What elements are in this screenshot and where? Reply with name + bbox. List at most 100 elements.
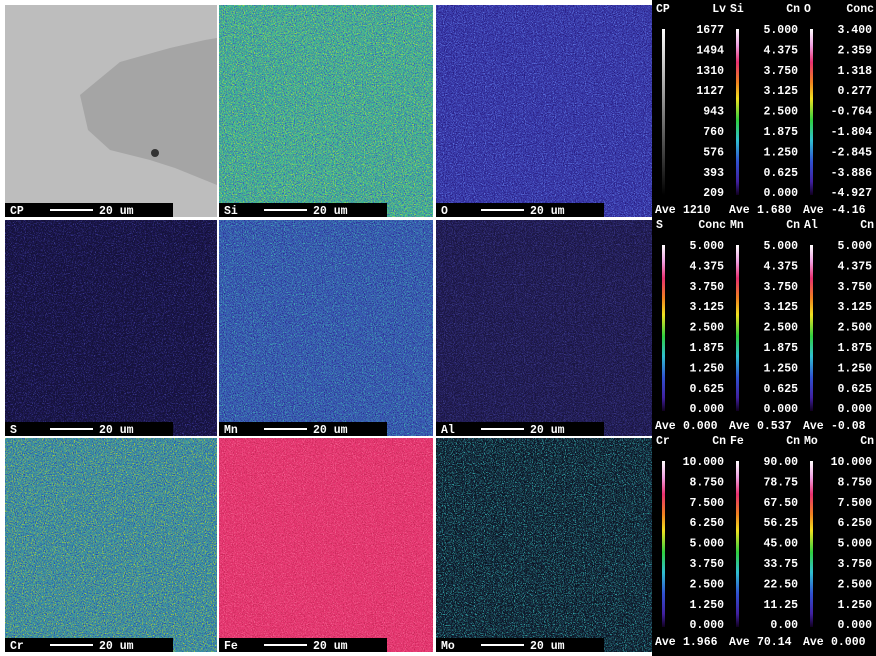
ave-value: -4.16 — [831, 204, 866, 217]
ave-label: Ave — [655, 204, 676, 217]
scale-tick: 6.250 — [689, 517, 724, 530]
scale-tick: 3.750 — [763, 65, 798, 78]
scale-tick: 3.125 — [837, 301, 872, 314]
scale-tick: 0.000 — [689, 403, 724, 416]
scale-tick: 1310 — [696, 65, 724, 78]
scale-element: Cr — [656, 435, 670, 448]
map-speckle — [219, 438, 433, 652]
element-map-screen: CP20 umSi20 umO20 umS20 umMn20 umAl20 um… — [0, 0, 876, 656]
scale-element: Mn — [730, 219, 744, 232]
scale-tick: 0.00 — [770, 619, 798, 632]
scale-bar-label: 20 um — [99, 640, 134, 653]
scale-bar-label: 20 um — [99, 205, 134, 218]
scale-tick: 5.000 — [837, 240, 872, 253]
scale-tick: 2.500 — [837, 578, 872, 591]
scale-tick: 3.750 — [837, 558, 872, 571]
scale-tick: 1494 — [696, 44, 724, 57]
scale-tick: 1677 — [696, 24, 724, 37]
map-speckle — [219, 5, 433, 217]
scale-tick: 0.000 — [689, 619, 724, 632]
map-label: O — [441, 205, 448, 218]
map-speckle — [5, 438, 217, 652]
scale-tick: 3.750 — [837, 281, 872, 294]
scale-tick: 5.000 — [763, 240, 798, 253]
scale-bar-label: 20 um — [530, 424, 565, 437]
scale-tick: 576 — [703, 146, 724, 159]
scale-tick: 0.000 — [763, 187, 798, 200]
scale-tick: 11.25 — [763, 599, 798, 612]
scale-tick: 2.500 — [837, 322, 872, 335]
scale-tick: 2.500 — [689, 322, 724, 335]
ave-label: Ave — [729, 420, 750, 433]
scale-tick: -4.927 — [831, 187, 873, 200]
scale-tick: 0.625 — [763, 383, 798, 396]
scale-tick: 7.500 — [837, 497, 872, 510]
scale-tick: 0.625 — [763, 167, 798, 180]
map-speckle — [436, 438, 652, 652]
scale-tick: 0.625 — [837, 383, 872, 396]
scale-tick: 2.500 — [763, 106, 798, 119]
scale-tick: 5.000 — [689, 538, 724, 551]
scale-tick: 943 — [703, 106, 724, 119]
scale-tick: 2.359 — [837, 44, 872, 57]
scale-tick: 1.875 — [837, 342, 872, 355]
scale-tick: 4.375 — [763, 44, 798, 57]
scale-unit: Lv — [712, 3, 726, 16]
scale-tick: 3.125 — [689, 301, 724, 314]
scale-tick: -0.764 — [831, 106, 873, 119]
scale-bar-label: 20 um — [530, 640, 565, 653]
scale-tick: 22.50 — [763, 578, 798, 591]
scale-tick: 1.250 — [763, 146, 798, 159]
scale-tick: 0.000 — [763, 403, 798, 416]
ave-value: 0.000 — [683, 420, 718, 433]
ave-value: 0.000 — [831, 636, 866, 649]
scale-unit: Cn — [860, 435, 874, 448]
scale-tick: 3.750 — [763, 281, 798, 294]
scale-element: CP — [656, 3, 670, 16]
ave-label: Ave — [803, 204, 824, 217]
scale-tick: 4.375 — [837, 260, 872, 273]
scale-tick: 209 — [703, 187, 724, 200]
scale-tick: 10.000 — [831, 456, 873, 469]
scale-tick: -1.804 — [831, 126, 873, 139]
map-speckle — [436, 220, 652, 436]
scale-tick: 0.277 — [837, 85, 872, 98]
ave-value: 1.966 — [683, 636, 718, 649]
scale-unit: Cn — [860, 219, 874, 232]
scale-tick: 1.875 — [763, 126, 798, 139]
map-speckle — [436, 5, 652, 217]
color-bar — [736, 245, 739, 411]
scale-tick: 78.75 — [763, 476, 798, 489]
ave-value: -0.08 — [831, 420, 866, 433]
scale-tick: 90.00 — [763, 456, 798, 469]
scale-tick: 1.250 — [837, 362, 872, 375]
ave-value: 70.14 — [757, 636, 792, 649]
scale-bar-label: 20 um — [313, 640, 348, 653]
map-label: Mn — [224, 424, 238, 437]
scale-tick: 2.500 — [689, 578, 724, 591]
scale-tick: 8.750 — [837, 476, 872, 489]
scale-element: Si — [730, 3, 744, 16]
scale-tick: 3.125 — [763, 301, 798, 314]
scale-tick: 5.000 — [837, 538, 872, 551]
ave-value: 1.680 — [757, 204, 792, 217]
element-map: Mo20 um — [436, 438, 652, 653]
element-map: Al 20 um — [436, 220, 652, 437]
map-label: Al — [441, 424, 455, 437]
scale-tick: 2.500 — [763, 322, 798, 335]
scale-tick: 1.875 — [763, 342, 798, 355]
scale-tick: 1.250 — [689, 362, 724, 375]
scale-tick: -2.845 — [831, 146, 873, 159]
scale-tick: 6.250 — [837, 517, 872, 530]
ave-label: Ave — [803, 420, 824, 433]
scale-unit: Cn — [786, 219, 800, 232]
scale-element: Mo — [804, 435, 818, 448]
scale-tick: 4.375 — [763, 260, 798, 273]
scale-element: S — [656, 219, 663, 232]
scale-tick: 7.500 — [689, 497, 724, 510]
scale-tick: 56.25 — [763, 517, 798, 530]
map-label: Cr — [10, 640, 24, 653]
map-label: Si — [224, 205, 238, 218]
